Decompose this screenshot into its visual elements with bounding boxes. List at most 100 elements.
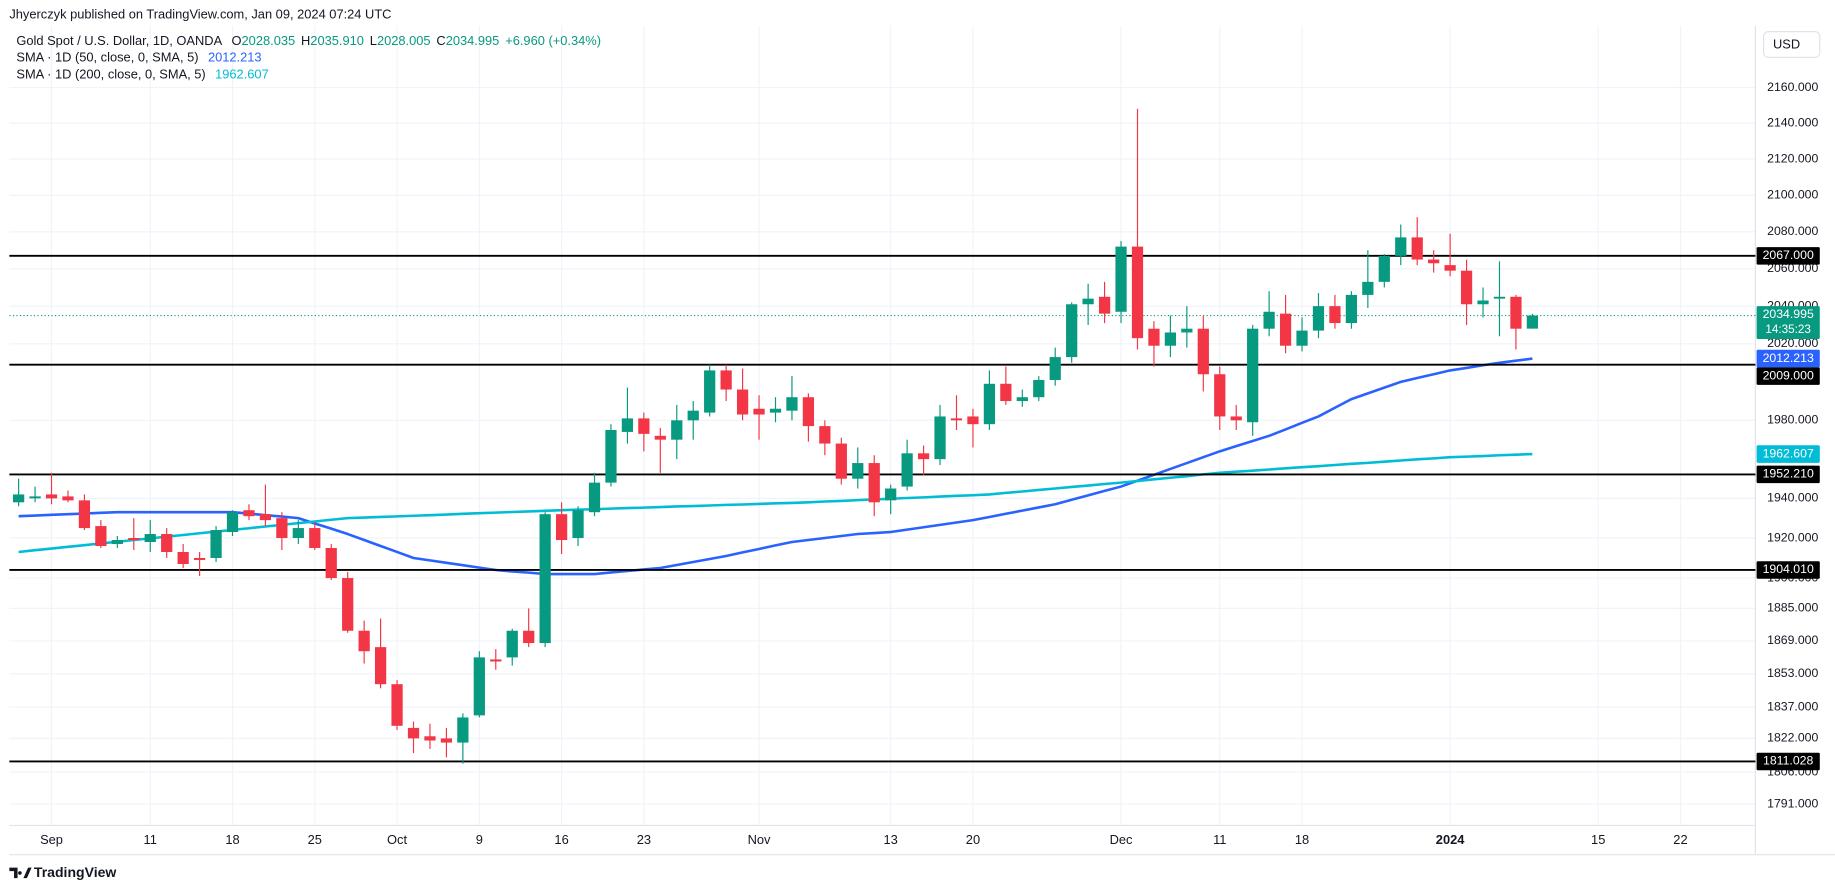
level-label-box: [1756, 247, 1820, 265]
candle-body: [588, 482, 601, 513]
candle-body: [1362, 281, 1374, 295]
x-tick-label: 15: [1591, 832, 1605, 847]
candle-body: [1526, 315, 1539, 329]
x-tick-label: 23: [637, 832, 651, 847]
candle-body: [1181, 328, 1193, 333]
candle-body: [736, 389, 749, 415]
level-label-box: [1756, 561, 1820, 579]
candle-body: [769, 408, 782, 413]
legend-value: 2012.213: [208, 50, 262, 65]
legend-name: SMA · 1D (200, close, 0, SMA, 5): [16, 67, 205, 82]
y-tick-label: 1853.000: [1767, 666, 1818, 680]
candle-body: [128, 538, 140, 541]
candle-body: [1214, 374, 1226, 417]
candle-body: [210, 530, 222, 558]
price-label-layer: 2067.000 2034.995 14:35:23 2012.213 2009.000…: [1756, 247, 1820, 771]
level-label: 1952.210: [1763, 467, 1814, 481]
level-label: 1811.028: [1763, 754, 1813, 768]
currency[interactable]: USD: [1773, 36, 1800, 51]
candle-body: [226, 512, 239, 533]
x-tick-label: 18: [1295, 832, 1309, 847]
candle-body: [901, 453, 913, 487]
candle-body: [1329, 306, 1341, 324]
y-tick-label: 1869.000: [1767, 633, 1818, 647]
candle-body: [1033, 379, 1045, 398]
ohlc-value: 2035.910: [310, 34, 364, 49]
ohlc-key: C: [436, 34, 445, 49]
candle-body: [917, 453, 930, 460]
candle-body: [1098, 296, 1111, 314]
ohlc-value: 2028.005: [377, 34, 431, 49]
candle-body: [819, 426, 831, 444]
candle-body: [967, 416, 979, 425]
y-tick-label: 2140.000: [1767, 115, 1818, 129]
candle-body: [868, 463, 880, 503]
candle-body: [786, 397, 798, 411]
x-tick-label: Nov: [748, 832, 771, 847]
candle-body: [1131, 246, 1144, 339]
attribution: Jhyerczyk published on TradingView.com, …: [9, 7, 391, 22]
candle-body: [1378, 255, 1390, 282]
legend-value: 1962.607: [215, 67, 269, 82]
candle-body: [638, 418, 650, 434]
ohlc-value: 2034.995: [446, 34, 500, 49]
y-tick-label: 1980.000: [1767, 413, 1818, 427]
candle-body: [1148, 328, 1160, 346]
candle-body: [12, 494, 25, 503]
symbol-title: Gold Spot / U.S. Dollar, 1D, OANDA: [16, 34, 222, 49]
x-tick-label: 20: [966, 832, 980, 847]
candle-body: [391, 684, 403, 726]
candle-body: [193, 557, 206, 560]
candle-body: [1493, 296, 1506, 299]
y-tick-label: 2020.000: [1767, 336, 1818, 350]
candle-body: [1477, 300, 1489, 305]
last-price-label: 14:35:23: [1765, 323, 1810, 336]
candle-body: [1411, 237, 1423, 260]
y-tick-label: 2080.000: [1767, 224, 1818, 238]
candle-body: [309, 528, 321, 548]
x-tick-label: 9: [476, 832, 483, 847]
legend-line: Gold Spot / U.S. Dollar, 1D, OANDA O2028.…: [16, 34, 601, 49]
y-tick-label: 1920.000: [1767, 530, 1818, 544]
candle-body: [506, 630, 518, 658]
legend-name: SMA · 1D (50, close, 0, SMA, 5): [16, 50, 198, 65]
candle-body: [1049, 357, 1061, 380]
candle-body: [1115, 246, 1127, 312]
x-tick-label: 11: [1213, 832, 1226, 847]
candle-body: [95, 526, 107, 546]
candle-body: [523, 630, 535, 644]
candle-body: [704, 370, 716, 413]
candle-body: [671, 420, 683, 440]
candle-body: [572, 510, 584, 539]
candle-body: [473, 657, 485, 716]
candle-body: [161, 534, 173, 552]
candle-body: [29, 496, 41, 499]
candle-body: [555, 514, 568, 541]
x-tick-label: 25: [308, 832, 322, 847]
y-tick-label: 1940.000: [1767, 491, 1818, 505]
candle-body: [490, 659, 502, 662]
x-tick-label: 22: [1673, 832, 1687, 847]
candle-body: [1066, 304, 1078, 358]
candle-body: [1016, 397, 1028, 402]
candle-body: [358, 630, 370, 652]
last-price-label: 2034.995: [1763, 307, 1814, 321]
ohlc-key: L: [370, 34, 377, 49]
candle-body: [177, 551, 189, 564]
candle-body: [1247, 328, 1259, 423]
level-label-box: [1756, 367, 1820, 385]
candle-body: [1000, 383, 1012, 402]
candle-body: [1460, 270, 1473, 305]
level-label-box: [1756, 465, 1820, 484]
currency-box[interactable]: [1763, 31, 1821, 58]
candle-body: [407, 727, 420, 739]
candle-body: [885, 488, 897, 501]
candle-body: [62, 496, 74, 501]
y-tick-label: 1837.000: [1767, 699, 1818, 713]
candle-body: [78, 500, 91, 529]
x-tick-label: 18: [225, 832, 239, 847]
indicator-legend: SMA · 1D (50, close, 0, SMA, 5) 2012.213S…: [16, 50, 268, 82]
candle-body: [835, 443, 847, 479]
